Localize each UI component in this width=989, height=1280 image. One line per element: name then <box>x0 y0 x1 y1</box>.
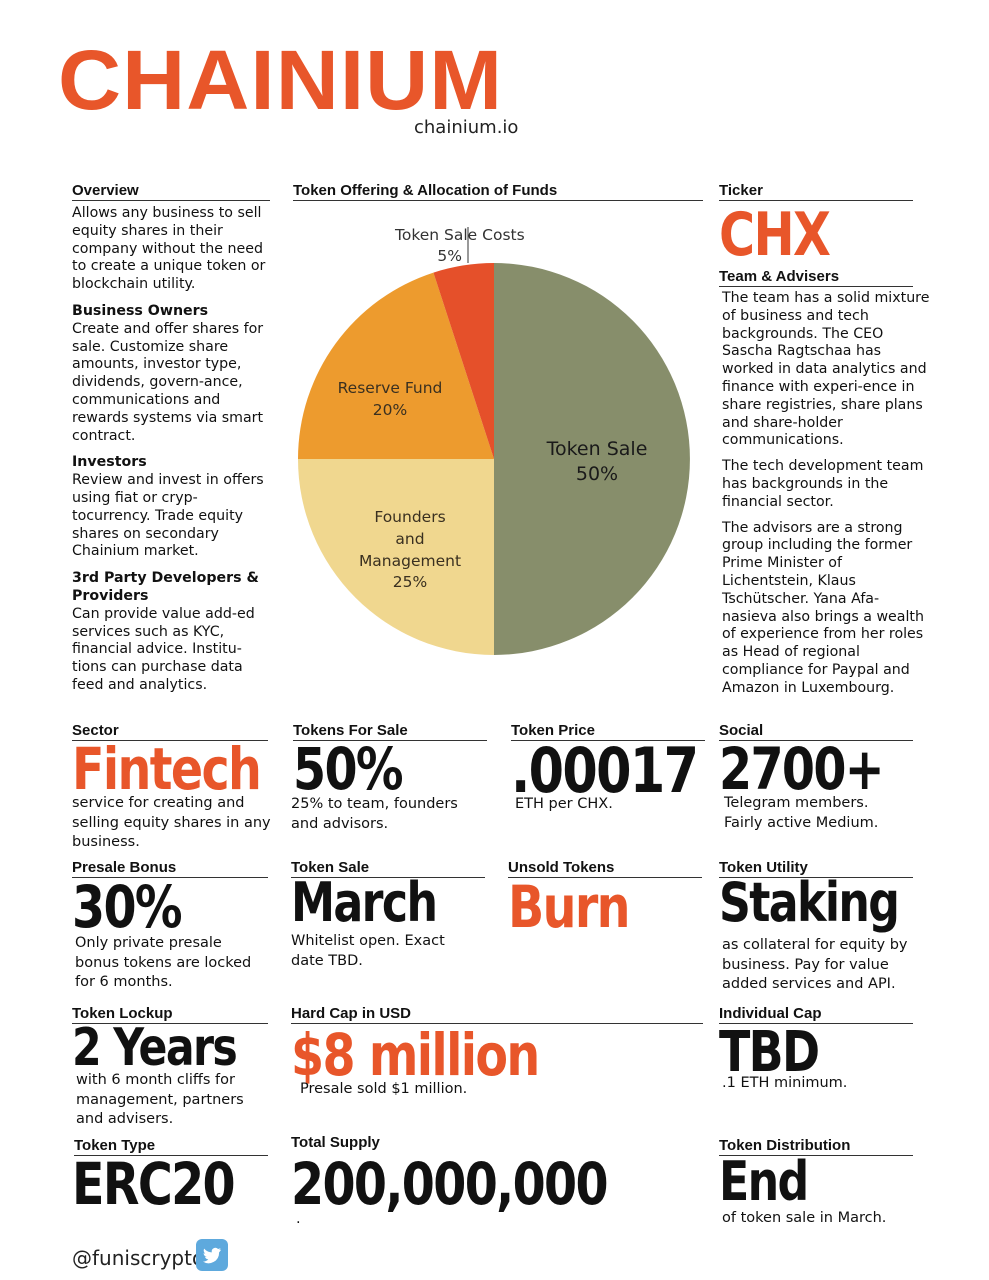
slice-value-token-sale: 50% <box>576 463 618 485</box>
presale-bonus-value: 30% <box>72 873 183 941</box>
hard-cap-header: Hard Cap in USD <box>291 1005 703 1024</box>
sector-text: service for creating and selling equity … <box>72 795 271 850</box>
pie-slice-founders-and-management <box>298 459 494 655</box>
team-text-3: The advisors are a strong group includin… <box>722 519 924 696</box>
token-sale-value: March <box>291 871 438 934</box>
slice-label-token-sale-costs: Token Sale Costs <box>394 226 525 244</box>
site-url[interactable]: chainium.io <box>414 117 519 138</box>
slice-label-founders-line1: Founders <box>374 508 445 526</box>
ticker-value: CHX <box>719 200 831 270</box>
developers-title: 3rd Party Developers & Providers <box>72 570 259 604</box>
allocation-header: Token Offering & Allocation of Funds <box>293 182 703 201</box>
business-owners-title: Business Owners <box>72 302 209 319</box>
sector-value: Fintech <box>72 735 262 803</box>
token-utility-text: as collateral for equity by business. Pa… <box>722 937 908 992</box>
pie-slice-reserve-fund <box>298 272 494 459</box>
token-sale-header: Token Sale <box>291 859 485 878</box>
team-text-2: The tech development team has background… <box>722 458 924 510</box>
pie-slice-token-sale-costs <box>433 263 494 459</box>
slice-label-reserve-fund: Reserve Fund <box>338 379 443 397</box>
token-lockup-text: with 6 month cliffs for management, part… <box>76 1072 244 1127</box>
total-supply-header: Total Supply <box>291 1134 380 1151</box>
team-section: The team has a solid mixture of business… <box>722 290 932 698</box>
twitter-bird-icon[interactable] <box>196 1239 228 1271</box>
token-price-value: .00017 <box>511 734 699 807</box>
slice-label-founders-line2: and <box>395 530 424 548</box>
individual-cap-header: Individual Cap <box>719 1005 913 1024</box>
unsold-tokens-header: Unsold Tokens <box>508 859 702 878</box>
sector-header: Sector <box>72 722 268 741</box>
token-price-header: Token Price <box>511 722 705 741</box>
chainium-logo: CHAINIUM <box>58 33 504 127</box>
hard-cap-value: $8 million <box>291 1021 540 1089</box>
token-utility-value: Staking <box>719 871 900 934</box>
tokens-for-sale-text: 25% to team, founders and advisors. <box>291 796 458 832</box>
developers-text: Can provide value add-ed services such a… <box>72 605 255 693</box>
total-supply-text: . <box>296 1211 301 1227</box>
token-utility-header: Token Utility <box>719 859 913 878</box>
twitter-handle[interactable]: @funiscrypto <box>72 1246 205 1270</box>
presale-bonus-header: Presale Bonus <box>72 859 268 878</box>
pie-slice-token-sale <box>494 263 690 655</box>
social-value: 2700+ <box>719 735 885 803</box>
team-text-1: The team has a solid mixture of business… <box>722 290 930 449</box>
token-distribution-value: End <box>719 1150 809 1213</box>
slice-value-founders: 25% <box>393 573 427 591</box>
social-header: Social <box>719 722 913 741</box>
business-owners-text: Create and offer shares for sale. Custom… <box>72 320 264 444</box>
social-text: Telegram members. Fairly active Medium. <box>724 795 879 831</box>
investors-title: Investors <box>72 454 147 471</box>
team-header: Team & Advisers <box>719 268 913 287</box>
presale-bonus-text: Only private presale bonus tokens are lo… <box>75 935 252 990</box>
total-supply-value: 200,000,000 <box>291 1150 609 1218</box>
overview-header: Overview <box>72 182 270 201</box>
token-price-text: ETH per CHX. <box>515 796 613 812</box>
overview-section: Overview Allows any business to sell equ… <box>72 182 270 695</box>
token-distribution-text: of token sale in March. <box>722 1210 887 1226</box>
overview-text: Allows any business to sell equity share… <box>72 205 266 293</box>
investors-text: Review and invest in offers using fiat o… <box>72 472 264 560</box>
individual-cap-text: .1 ETH minimum. <box>722 1075 848 1091</box>
token-type-value: ERC20 <box>72 1150 236 1218</box>
individual-cap-value: TBD <box>719 1020 820 1085</box>
tokens-for-sale-header: Tokens For Sale <box>293 722 487 741</box>
tokens-for-sale-value: 50% <box>293 735 404 803</box>
hard-cap-text: Presale sold $1 million. <box>300 1081 468 1097</box>
unsold-tokens-value: Burn <box>508 873 631 941</box>
allocation-pie-chart: Token Sale Costs 5% Reserve Fund 20% Tok… <box>298 226 690 655</box>
token-lockup-value: 2 Years <box>72 1018 238 1078</box>
token-distribution-header: Token Distribution <box>719 1137 913 1156</box>
slice-label-founders-line3: Management <box>359 552 461 570</box>
token-sale-text: Whitelist open. Exact date TBD. <box>291 933 445 969</box>
token-lockup-header: Token Lockup <box>72 1005 268 1024</box>
ticker-header: Ticker <box>719 182 913 201</box>
slice-value-token-sale-costs: 5% <box>437 247 462 265</box>
token-type-header: Token Type <box>74 1137 268 1156</box>
slice-value-reserve-fund: 20% <box>373 401 407 419</box>
slice-label-token-sale: Token Sale <box>546 438 648 460</box>
